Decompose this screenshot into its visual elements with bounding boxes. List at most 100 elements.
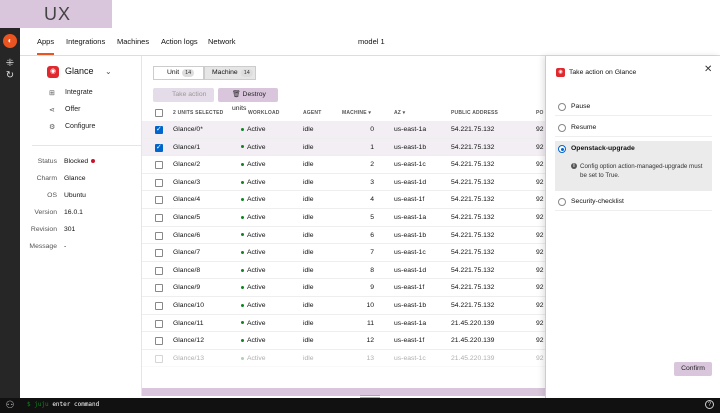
machine-id[interactable]: 11 <box>366 319 374 327</box>
machine-id[interactable]: 8 <box>370 266 374 274</box>
resume-radio[interactable] <box>558 124 566 132</box>
row-checkbox[interactable] <box>155 161 163 170</box>
machine-id[interactable]: 4 <box>370 196 374 204</box>
unit-name[interactable]: Glance/13 <box>173 354 204 362</box>
table-row[interactable]: Glance/3 Active idle 3 us-east-1d 54.221.75.1… <box>142 174 545 192</box>
row-checkbox[interactable] <box>155 302 163 310</box>
row-checkbox[interactable] <box>155 214 163 222</box>
machine-id[interactable]: 0 <box>370 126 374 133</box>
unit-name[interactable]: Glance/11 <box>173 319 204 327</box>
machine-id[interactable]: 13 <box>366 354 374 362</box>
table-row[interactable]: Glance/10 Active idle 10 us-east-1b 54.221.75… <box>142 297 545 315</box>
header-az[interactable]: AZ ▾ <box>394 110 406 116</box>
help-icon[interactable]: ? <box>705 400 714 409</box>
app-name[interactable]: Glance <box>65 66 94 76</box>
security-checklist-radio[interactable] <box>558 198 566 206</box>
active-dot <box>241 162 244 166</box>
table-row[interactable]: Glance/9 Active idle 9 us-east-1f 54.221.75.1… <box>142 279 545 297</box>
select-all-checkbox[interactable] <box>155 109 163 117</box>
juju-logo-icon[interactable]: ◐ <box>3 34 17 48</box>
row-checkbox[interactable] <box>155 231 163 240</box>
row-checkbox[interactable] <box>155 196 163 205</box>
unit-name[interactable]: Glance/9 <box>173 284 201 292</box>
destroy-units-button[interactable]: 🗑 Destroy units <box>218 88 278 112</box>
chevron-down-icon[interactable]: ⌄ <box>105 67 112 76</box>
row-checkbox[interactable] <box>155 337 163 346</box>
offer-link[interactable]: Offer <box>65 106 81 113</box>
table-row[interactable]: Glance/2 Active idle 2 us-east-1c 54.221.75.1… <box>142 156 545 174</box>
machine-id[interactable]: 12 <box>366 337 374 345</box>
header-agent[interactable]: AGENT <box>303 110 322 116</box>
close-icon[interactable]: ✕ <box>704 64 713 75</box>
machine-id[interactable]: 1 <box>370 143 374 151</box>
models-icon[interactable]: ⁜ <box>5 58 15 69</box>
machine-id[interactable]: 3 <box>370 178 374 186</box>
unit-name[interactable]: Glance/1 <box>173 143 201 151</box>
terminal-resize-handle[interactable] <box>360 395 380 398</box>
option-security-checklist[interactable]: Security-checklist <box>555 194 712 211</box>
user-icon[interactable]: ⚇ <box>5 400 15 411</box>
row-checkbox[interactable] <box>155 249 163 258</box>
row-checkbox[interactable] <box>155 125 163 134</box>
workload-status: Active <box>241 355 266 362</box>
row-checkbox[interactable] <box>155 143 163 152</box>
terminal-input[interactable]: $ juju enter command <box>27 401 99 408</box>
integrate-link[interactable]: Integrate <box>65 89 93 96</box>
row-checkbox[interactable] <box>155 354 163 363</box>
unit-name[interactable]: Glance/8 <box>173 266 201 274</box>
unit-name[interactable]: Glance/12 <box>173 337 204 345</box>
openstack-upgrade-radio[interactable] <box>558 145 566 153</box>
machine-id[interactable]: 9 <box>370 284 374 292</box>
machine-id[interactable]: 7 <box>370 249 374 257</box>
active-dot <box>241 286 244 290</box>
row-checkbox[interactable] <box>155 266 163 275</box>
unit-name[interactable]: Glance/3 <box>173 178 201 186</box>
machine-id[interactable]: 10 <box>366 302 374 309</box>
machine-id[interactable]: 6 <box>370 231 374 239</box>
unit-name[interactable]: Glance/10 <box>173 302 204 309</box>
segment-unit[interactable]: Unit 14 <box>153 66 204 80</box>
table-row[interactable]: Glance/8 Active idle 8 us-east-1d 54.221.75.1… <box>142 262 545 280</box>
table-row[interactable]: Glance/0* Active idle 0 us-east-1a 54.221.75.… <box>142 121 545 139</box>
configure-link[interactable]: Configure <box>65 123 96 130</box>
unit-name[interactable]: Glance/6 <box>173 231 201 239</box>
refresh-icon[interactable]: ↻ <box>5 70 15 81</box>
machine-id[interactable]: 5 <box>370 214 374 221</box>
agent-status: idle <box>303 337 314 345</box>
table-row[interactable]: Glance/1 Active idle 1 us-east-1b 54.221.75.1… <box>142 138 545 157</box>
table-row[interactable]: Glance/6 Active idle 6 us-east-1b 54.221.75.1… <box>142 227 545 245</box>
option-openstack-upgrade[interactable]: Openstack-upgrade i Config option action… <box>555 141 712 191</box>
segment-machine[interactable]: Machine 14 <box>204 66 256 80</box>
table-row[interactable]: Glance/11 Active idle 11 us-east-1a 21.45.220… <box>142 315 545 333</box>
table-row[interactable]: Glance/12 Active idle 12 us-east-1f 21.45.220… <box>142 332 545 350</box>
active-dot <box>241 356 244 360</box>
tab-integrations[interactable]: Integrations <box>66 37 106 46</box>
row-checkbox[interactable] <box>155 319 163 328</box>
tab-apps[interactable]: Apps <box>37 28 55 55</box>
header-workload[interactable]: WORKLOAD <box>248 110 280 116</box>
unit-name[interactable]: Glance/4 <box>173 196 201 204</box>
tab-action-logs[interactable]: Action logs <box>161 37 198 46</box>
unit-name[interactable]: Glance/0* <box>173 126 203 133</box>
unit-name[interactable]: Glance/2 <box>173 161 201 169</box>
table-row[interactable]: Glance/5 Active idle 5 us-east-1a 54.221.75.1… <box>142 209 545 227</box>
tab-machines[interactable]: Machines <box>117 37 150 46</box>
option-resume[interactable]: Resume <box>555 120 712 137</box>
table-scroll-grip[interactable] <box>142 388 545 396</box>
option-pause[interactable]: Pause <box>555 99 712 116</box>
port: 92 <box>536 319 544 327</box>
confirm-button[interactable]: Confirm <box>674 362 712 376</box>
pause-radio[interactable] <box>558 103 566 111</box>
header-machine[interactable]: MACHINE ▾ <box>342 110 372 116</box>
take-action-button[interactable]: Take action <box>153 88 214 102</box>
machine-id[interactable]: 2 <box>370 161 374 169</box>
table-row[interactable]: Glance/4 Active idle 4 us-east-1f 54.221.75.1… <box>142 191 545 209</box>
unit-name[interactable]: Glance/7 <box>173 249 201 257</box>
row-checkbox[interactable] <box>155 284 163 293</box>
tab-network[interactable]: Network <box>208 37 236 46</box>
table-row[interactable]: Glance/7 Active idle 7 us-east-1c 54.221.75.1… <box>142 244 545 262</box>
row-checkbox[interactable] <box>155 178 163 187</box>
workload-status: Active <box>241 337 266 344</box>
unit-name[interactable]: Glance/5 <box>173 214 201 221</box>
table-row[interactable]: Glance/13 Active idle 13 us-east-1c 21.45.220… <box>142 350 545 368</box>
